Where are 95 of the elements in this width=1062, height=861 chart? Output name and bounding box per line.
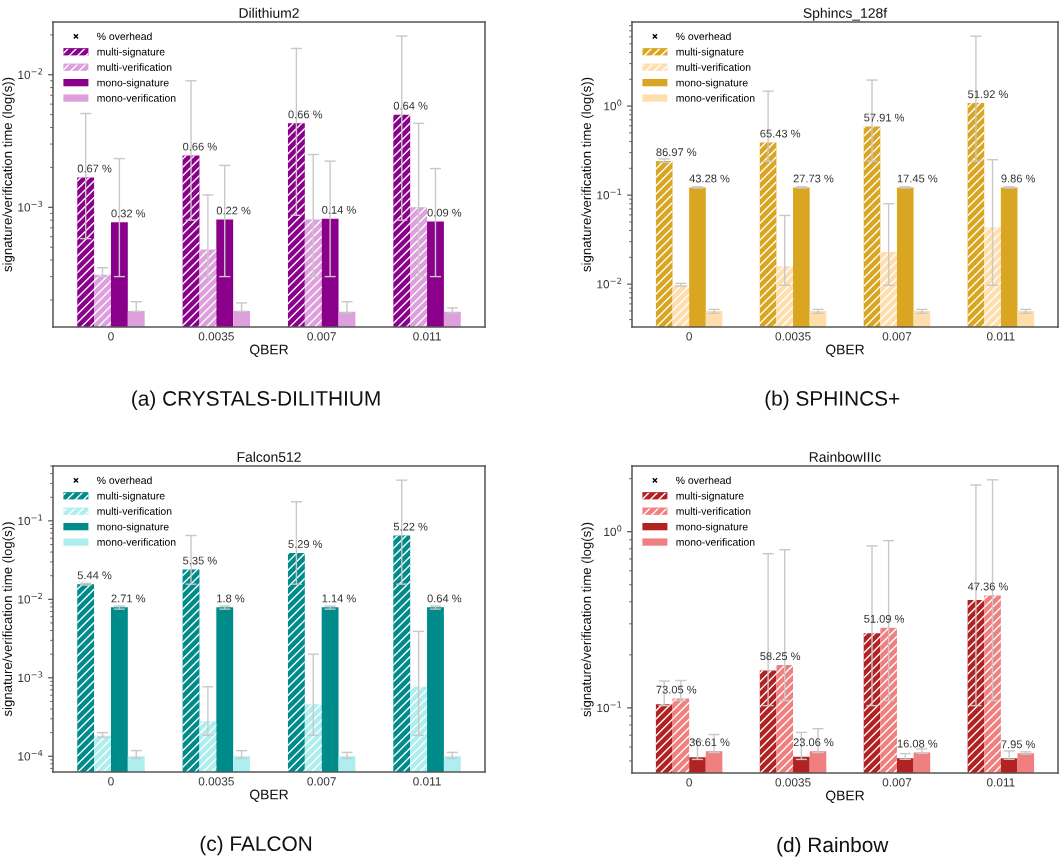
x-tick-label: 0.007 [882,778,912,787]
annotation: 17.45 % [897,174,938,183]
y-axis-title: signature/verification time (log(s)) [581,522,594,717]
legend-label: % overhead [676,476,731,485]
y-tick-label: 10$^{−1}$ [18,514,43,526]
text: (b) SPHINCS+ [765,390,900,410]
legend-label: mono-signature [676,78,748,89]
x-tick-label: 0 [108,332,114,341]
x-tick-label: 0.0035 [198,332,234,341]
legend-label: multi-signature [97,47,165,58]
chart-title: RainbowIIIc [809,451,881,462]
annotation: 36.61 % [689,738,730,747]
y-tick-label: 10$^{−1}$ [597,188,622,200]
annotation: 0.64 % [427,594,462,603]
x-tick-label: 0.007 [307,777,336,786]
legend-label: mono-signature [97,522,169,533]
y-tick-label: 10$^{0}$ [604,525,622,537]
annotation: 47.36 % [967,582,1008,591]
legend-label: % overhead [97,32,152,41]
chart-title: Dilithium2 [239,7,299,18]
annotation: 0.14 % [322,205,356,214]
legend-label: mono-verification [97,538,176,546]
annotation: 86.97 % [656,148,697,157]
x-tick-label: 0.0035 [775,778,811,787]
annotation: 51.92 % [968,90,1008,99]
x-tick-label: 0.011 [986,332,1015,341]
annotation: 5.22 % [393,522,428,531]
legend-label: mono-verification [97,94,176,102]
legend-label: mono-verification [676,538,755,546]
annotation: 27.73 % [793,174,834,183]
x-tick-label: 0 [686,332,692,341]
y-tick-label: 10$^{−1}$ [597,701,622,713]
annotation: 5.29 % [288,540,323,548]
legend-label: multi-signature [97,491,165,502]
annotation: 2.71 % [111,594,146,603]
annotation: 51.09 % [864,614,905,623]
legend-label: multi-verification [676,507,751,515]
annotation: 9.86 % [1001,174,1036,183]
text: (c) FALCON [200,835,312,856]
annotation: 43.28 % [689,174,730,183]
annotation: 0.32 % [111,209,146,218]
y-tick-label: 10$^{−2}$ [18,592,43,604]
y-axis-title: signature/verification time (log(s)) [2,77,15,272]
x-tick-label: 0 [686,778,692,787]
x-axis-title: QBER [825,790,865,803]
annotation: 0.22 % [216,206,251,215]
x-tick-label: 0.011 [986,778,1015,787]
x-axis-title: QBER [249,344,289,357]
x-axis-title: QBER [825,344,865,357]
annotation: 1.14 % [322,594,356,603]
y-tick-label: 10$^{0}$ [604,99,622,111]
x-axis-title: QBER [249,789,289,802]
x-tick-label: 0.011 [413,777,441,786]
annotation: 73.05 % [656,685,697,694]
annotation: 0.67 % [77,164,112,173]
legend-label: multi-verification [97,63,172,71]
annotation: 0.64 % [393,101,428,110]
legend-label: multi-verification [676,63,751,71]
legend-label: multi-signature [676,491,744,502]
legend-label: % overhead [676,32,731,41]
y-tick-label: 10$^{−3}$ [18,671,43,683]
chart-title: Sphincs_128f [803,7,888,21]
legend-label: multi-verification [97,507,172,515]
legend-label: mono-signature [97,78,169,89]
x-tick-label: 0.007 [882,332,912,341]
annotation: 5.35 % [183,556,217,565]
y-tick-label: 10$^{−2}$ [597,277,622,289]
legend-label: multi-signature [676,47,744,58]
legend-label: % overhead [97,476,152,485]
annotation: 65.43 % [760,129,801,138]
annotation: 0.66 % [288,110,323,119]
x-tick-label: 0.007 [307,332,336,341]
annotation: 57.91 % [864,113,905,122]
text: (d) Rainbow [777,836,889,857]
y-tick-label: 10$^{−3}$ [18,200,43,212]
annotation: 0.66 % [183,142,217,151]
text: (a) CRYSTALS-DILITHIUM [132,390,380,410]
annotation: 1.8 % [217,594,245,603]
y-axis-title: signature/verification time (log(s)) [581,77,594,272]
legend-label: mono-signature [676,522,748,533]
x-tick-label: 0 [108,777,114,786]
chart-title: Falcon512 [237,451,301,462]
annotation: 0.09 % [427,208,462,217]
annotation: 58.25 % [760,652,801,661]
y-axis-title: signature/verification time (log(s)) [2,522,15,717]
x-tick-label: 0.011 [413,332,441,341]
annotation: 7.95 % [1001,740,1036,749]
legend-label: mono-verification [676,94,755,102]
annotation: 23.06 % [793,738,834,747]
x-tick-label: 0.0035 [198,777,234,786]
annotation: 5.44 % [77,571,112,580]
y-tick-label: 10$^{−2}$ [18,68,43,80]
x-tick-label: 0.0035 [775,332,811,341]
annotation: 16.08 % [897,739,938,748]
y-tick-label: 10$^{−4}$ [18,749,43,761]
